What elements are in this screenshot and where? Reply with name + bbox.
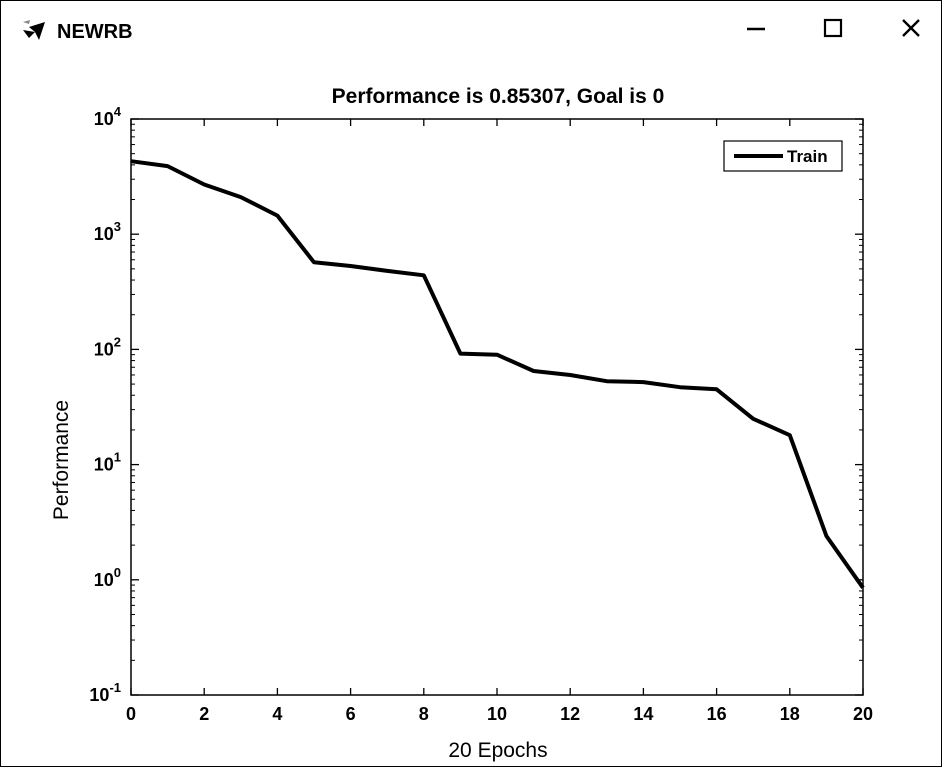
x-tick-label: 10 — [487, 704, 507, 724]
x-axis: 0 2 4 6 8 10 12 14 16 18 20 — [126, 119, 873, 724]
series-line-train — [130, 159, 865, 589]
series-layer — [130, 159, 865, 589]
y-tick-label: 104 — [94, 104, 122, 129]
close-button[interactable] — [894, 15, 928, 45]
x-axis-label: 20 Epochs — [448, 739, 547, 762]
x-tick-label: 16 — [707, 704, 727, 724]
plot-area — [130, 118, 864, 696]
y-tick-label: 103 — [94, 219, 121, 244]
x-tick-label: 2 — [199, 704, 209, 724]
y-axis: 10-1 100 101 102 103 104 — [89, 104, 863, 705]
minimize-icon — [745, 17, 767, 44]
x-tick-label: 20 — [853, 704, 873, 724]
x-tick-label: 6 — [346, 704, 356, 724]
x-tick-label: 18 — [780, 704, 800, 724]
chart-title: Performance is 0.85307, Goal is 0 — [332, 85, 665, 108]
matlab-figure-icon — [21, 18, 49, 44]
window-title: NEWRB — [57, 21, 133, 43]
legend: Train — [723, 140, 843, 172]
x-tick-label: 12 — [560, 704, 580, 724]
legend-label-train: Train — [787, 147, 828, 166]
y-axis-label: Performance — [50, 400, 73, 520]
y-tick-label: 100 — [94, 565, 121, 590]
x-tick-label: 0 — [126, 704, 136, 724]
y-tick-label: 101 — [94, 450, 121, 475]
x-tick-label: 4 — [272, 704, 282, 724]
title-bar: NEWRB — [1, 1, 941, 57]
close-icon — [900, 17, 922, 44]
x-tick-label: 8 — [419, 704, 429, 724]
y-tick-label: 102 — [94, 334, 121, 359]
maximize-button[interactable] — [816, 15, 850, 45]
minimize-button[interactable] — [739, 15, 773, 45]
y-tick-label: 10-1 — [89, 680, 121, 705]
maximize-icon — [822, 17, 844, 44]
x-tick-label: 14 — [633, 704, 653, 724]
